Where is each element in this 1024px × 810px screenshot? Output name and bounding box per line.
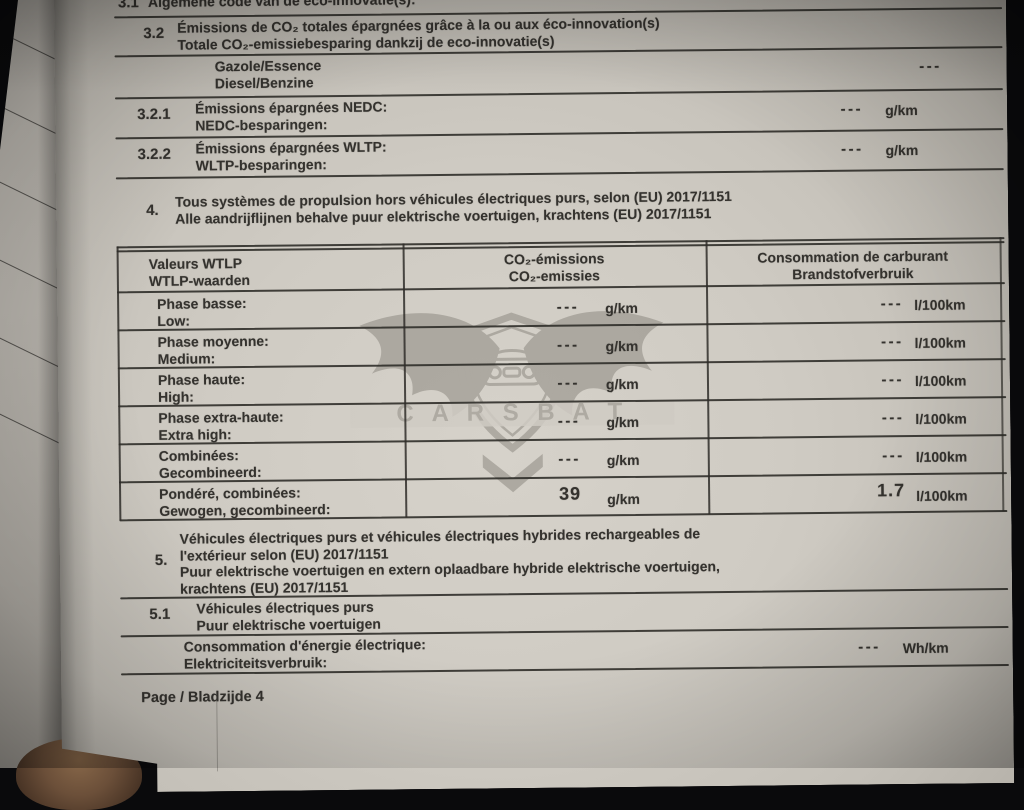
field-number: 3.2.2 xyxy=(137,145,172,164)
table-header-wtlp: Valeurs WTLP WTLP-waarden xyxy=(148,255,251,289)
fuel-value: 1.7 xyxy=(876,480,906,501)
co2-unit: g/km xyxy=(605,375,639,393)
section-heading: Véhicules électriques purs et véhicules … xyxy=(179,525,720,597)
table-border xyxy=(117,246,121,520)
field-value: --- xyxy=(840,140,864,158)
field-label: Consommation d'énergie électrique: Elekt… xyxy=(183,636,426,672)
co2-unit: g/km xyxy=(605,337,639,355)
co2-value: --- xyxy=(557,374,581,392)
fuel-value: --- xyxy=(880,295,904,313)
fuel-value: --- xyxy=(881,409,905,427)
co2-unit: g/km xyxy=(606,451,640,469)
table-header-fuel: Consommation de carburant Brandstofverbr… xyxy=(757,247,949,282)
field-number: 3.1 xyxy=(117,0,139,12)
field-number: 5.1 xyxy=(149,605,171,624)
field-unit: g/km xyxy=(885,141,919,159)
table-border xyxy=(999,237,1003,511)
page-footer: Page / Bladzijde 4 xyxy=(141,688,264,707)
fuel-unit: l/100km xyxy=(914,334,967,352)
field-unit: Wh/km xyxy=(902,639,949,657)
fuel-unit: l/100km xyxy=(915,410,967,428)
field-number: 3.2 xyxy=(143,24,165,43)
field-label: Émissions de CO₂ totales épargnées grâce… xyxy=(177,14,660,53)
fuel-unit: l/100km xyxy=(915,448,968,466)
section-number: 4. xyxy=(146,201,159,220)
field-label: Algemene code van de eco-innovatie(s): xyxy=(147,0,416,11)
field-label: Gazole/Essence Diesel/Benzine xyxy=(214,57,322,91)
field-number: 3.2.1 xyxy=(137,105,171,124)
table-header-co2: CO₂-émissions CO₂-emissies xyxy=(503,250,605,284)
field-value: --- xyxy=(858,638,881,656)
field-label: Émissions épargnées NEDC: NEDC-besparing… xyxy=(195,98,388,134)
fuel-value: --- xyxy=(880,333,904,351)
fuel-unit: l/100km xyxy=(914,296,966,314)
fuel-unit: l/100km xyxy=(916,487,968,505)
fuel-value: --- xyxy=(882,447,905,465)
fuel-value: --- xyxy=(881,371,905,389)
co2-unit: g/km xyxy=(607,490,640,508)
section-heading: Tous systèmes de propulsion hors véhicul… xyxy=(174,187,732,227)
co2-value: --- xyxy=(556,336,580,354)
field-value: --- xyxy=(919,57,942,75)
field-value: --- xyxy=(840,100,864,118)
chevron-down-icon xyxy=(483,454,543,493)
co2-value: 39 xyxy=(559,483,582,504)
document-content: C A R S B A T 3.1 Algemene code van de e… xyxy=(54,0,1014,774)
section-number: 5. xyxy=(154,551,168,569)
fuel-unit: l/100km xyxy=(914,372,967,390)
co2-value: --- xyxy=(557,412,581,430)
shield-inner-icon xyxy=(469,327,554,436)
co2-value: --- xyxy=(558,450,581,468)
field-label: Véhicules électriques purs Puur elektris… xyxy=(196,598,381,634)
co2-unit: g/km xyxy=(605,299,638,317)
co2-value: --- xyxy=(556,298,580,316)
document-sheet: C A R S B A T 3.1 Algemene code van de e… xyxy=(54,0,1014,793)
co2-unit: g/km xyxy=(606,413,640,431)
shield-outer-icon xyxy=(459,316,565,449)
field-label: Émissions épargnées WLTP: WLTP-besparing… xyxy=(195,138,387,174)
car-front-icon xyxy=(482,350,542,384)
field-unit: g/km xyxy=(885,101,918,119)
watermark-text-band xyxy=(350,400,674,428)
